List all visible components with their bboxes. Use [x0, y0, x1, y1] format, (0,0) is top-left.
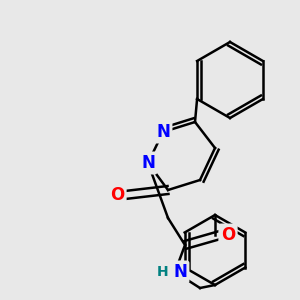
Text: N: N — [156, 123, 170, 141]
Text: N: N — [141, 154, 155, 172]
Text: O: O — [110, 186, 124, 204]
Text: H: H — [157, 265, 169, 279]
Text: N: N — [173, 263, 187, 281]
Text: O: O — [221, 226, 235, 244]
